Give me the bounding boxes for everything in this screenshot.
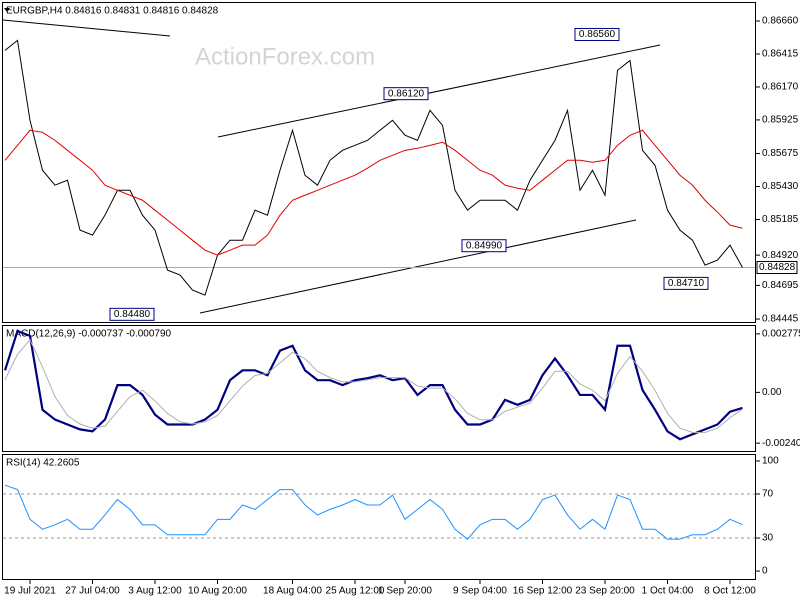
y-tick-label: 0.86660 (762, 16, 799, 27)
panel-title: EURGBP,H4 0.84816 0.84831 0.84816 0.8482… (6, 6, 219, 17)
y-tick-label: 0.84695 (762, 280, 799, 291)
x-tick-label: 1 Sep 20:00 (378, 586, 432, 597)
x-tick-label: 1 Oct 04:00 (642, 586, 694, 597)
annotation-box (663, 276, 709, 290)
annotation-label: 0.84990 (466, 240, 503, 251)
watermark: ActionForex.com (195, 43, 375, 70)
x-tick-label: 27 Jul 04:00 (65, 586, 120, 597)
x-tick-label: 3 Aug 12:00 (128, 586, 182, 597)
panel-title: RSI(14) 42.2605 (6, 458, 80, 469)
last-price-label: 0.84828 (759, 262, 796, 273)
y-tick-label: 0.84445 (762, 314, 799, 325)
annotation-label: 0.86560 (579, 29, 616, 40)
x-tick-label: 10 Aug 20:00 (188, 586, 247, 597)
y-tick-label: 0.85675 (762, 148, 799, 159)
y-tick-label: 0.86170 (762, 82, 799, 93)
channel-upper (217, 44, 661, 138)
channel-lower (199, 219, 637, 314)
annotation-label: 0.84480 (114, 309, 151, 320)
y-tick-label: 0.85185 (762, 214, 799, 225)
annotation-label: 0.86120 (388, 88, 425, 99)
y-tick-label: 0.86415 (762, 49, 799, 60)
x-tick-label: 16 Sep 12:00 (513, 586, 573, 597)
annotation-box (461, 239, 507, 253)
series-line (4, 39, 743, 296)
annotation-box (383, 87, 429, 101)
rsi-panel (2, 454, 756, 580)
annotation-label: 0.84710 (668, 278, 705, 289)
y-tick-label: 0 (762, 566, 768, 577)
price-panel (2, 2, 756, 323)
y-tick-label: 100 (762, 456, 779, 467)
y-tick-label: 0.85925 (762, 115, 799, 126)
trend-line (2, 19, 171, 37)
series-line (3, 329, 743, 441)
annotation-box (109, 307, 155, 321)
annotation-box (574, 27, 620, 41)
series-line (4, 129, 743, 256)
last-price-box (756, 261, 798, 275)
y-tick-label: 30 (762, 533, 774, 544)
menu-arrow (4, 8, 10, 12)
macd-panel (2, 325, 756, 452)
y-tick-label: 0.85430 (762, 181, 799, 192)
series-line (4, 484, 743, 540)
y-tick-label: 0.002775 (762, 329, 800, 340)
x-tick-label: 9 Sep 04:00 (453, 586, 507, 597)
x-tick-label: 25 Aug 12:00 (326, 586, 385, 597)
x-tick-label: 19 Jul 2021 (4, 586, 56, 597)
y-tick-label: -0.002407 (762, 438, 800, 449)
panel-title: MACD(12,26,9) -0.000737 -0.000790 (6, 329, 172, 340)
x-tick-label: 23 Sep 20:00 (575, 586, 635, 597)
x-tick-label: 18 Aug 04:00 (263, 586, 322, 597)
y-tick-label: 0.00 (762, 387, 782, 398)
y-tick-label: 70 (762, 489, 774, 500)
series-line (4, 338, 743, 433)
y-tick-label: 0.84920 (762, 250, 799, 261)
x-tick-label: 8 Oct 12:00 (704, 586, 756, 597)
